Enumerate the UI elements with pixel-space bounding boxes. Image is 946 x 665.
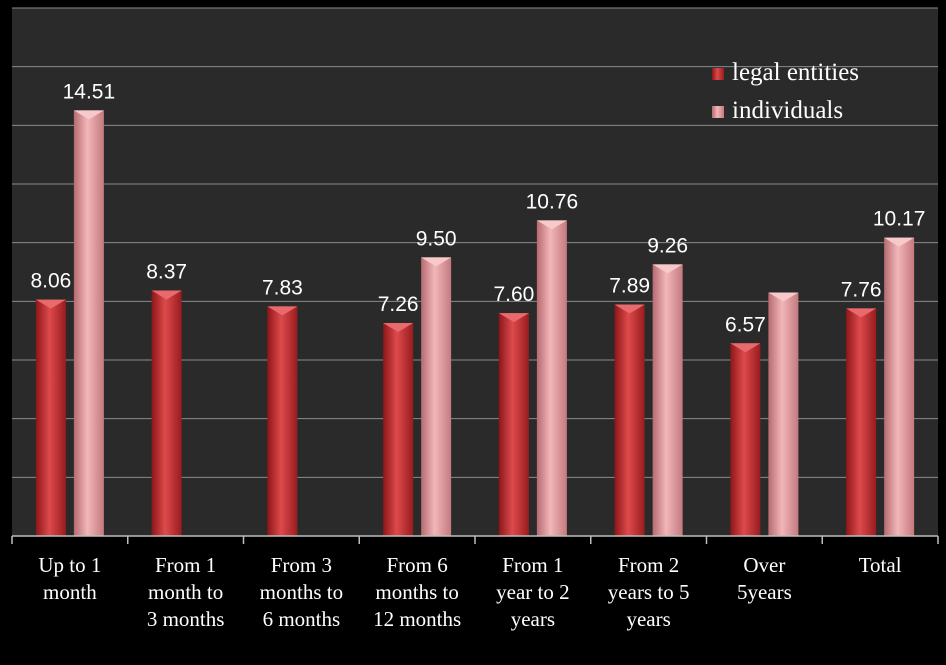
x-tick-label: From 1 year to 2 years xyxy=(496,553,569,631)
legend-label: legal entities xyxy=(732,59,859,86)
x-axis xyxy=(11,535,939,544)
bar-individuals xyxy=(652,264,683,536)
bar-legal-entities xyxy=(730,343,761,536)
x-tick-labels: Up to 1 month From 1 month to 3 months From 3… xyxy=(38,553,901,631)
legend-item: legal entities xyxy=(712,59,859,86)
x-tick-label: From 3 months to 6 months xyxy=(260,553,343,631)
bar-individuals xyxy=(768,292,799,536)
bar-legal-entities xyxy=(383,323,414,536)
data-label: 6.57 xyxy=(725,313,766,336)
legend: legal entities individuals xyxy=(712,59,859,124)
data-label: 9.50 xyxy=(416,227,457,250)
data-label: 7.60 xyxy=(493,283,534,306)
data-label: 7.83 xyxy=(262,276,303,299)
bars xyxy=(35,110,915,536)
x-tick-label: Up to 1 month xyxy=(38,553,101,604)
data-label: 10.17 xyxy=(873,208,926,231)
bar-legal-entities xyxy=(614,304,645,536)
data-label: 7.76 xyxy=(841,278,882,301)
bar-legal-entities xyxy=(151,290,182,536)
data-label: 7.26 xyxy=(378,293,419,316)
bar-legal-entities xyxy=(498,313,529,536)
legend-label: individuals xyxy=(732,97,843,124)
x-tick-label: Total xyxy=(859,553,902,577)
x-tick-label: From 1 month to 3 months xyxy=(147,553,225,631)
data-labels: 8.06 8.37 7.83 7.26 7.60 7.89 6.57 7.76 14.51 9.5… xyxy=(30,80,925,336)
data-label: 10.76 xyxy=(526,190,579,213)
bar-individuals xyxy=(73,110,104,536)
x-tick-label: From 6 months to 12 months xyxy=(373,553,461,631)
x-tick-label: Over 5years xyxy=(737,553,792,604)
legend-item: individuals xyxy=(712,97,843,124)
data-label: 7.89 xyxy=(609,275,650,298)
bar-legal-entities xyxy=(267,306,298,536)
data-label: 9.26 xyxy=(647,234,688,257)
bar-legal-entities xyxy=(35,299,66,536)
bar-individuals xyxy=(536,220,567,536)
legend-swatch xyxy=(712,68,724,80)
bar-individuals xyxy=(421,257,452,536)
bar-individuals xyxy=(884,237,915,536)
bar-legal-entities xyxy=(846,308,877,536)
legend-swatch xyxy=(712,106,724,118)
x-tick-label: From 2 years to 5 years xyxy=(608,553,690,631)
data-label: 8.37 xyxy=(146,260,187,283)
data-label: 8.06 xyxy=(30,270,71,293)
data-label: 14.51 xyxy=(63,80,116,103)
